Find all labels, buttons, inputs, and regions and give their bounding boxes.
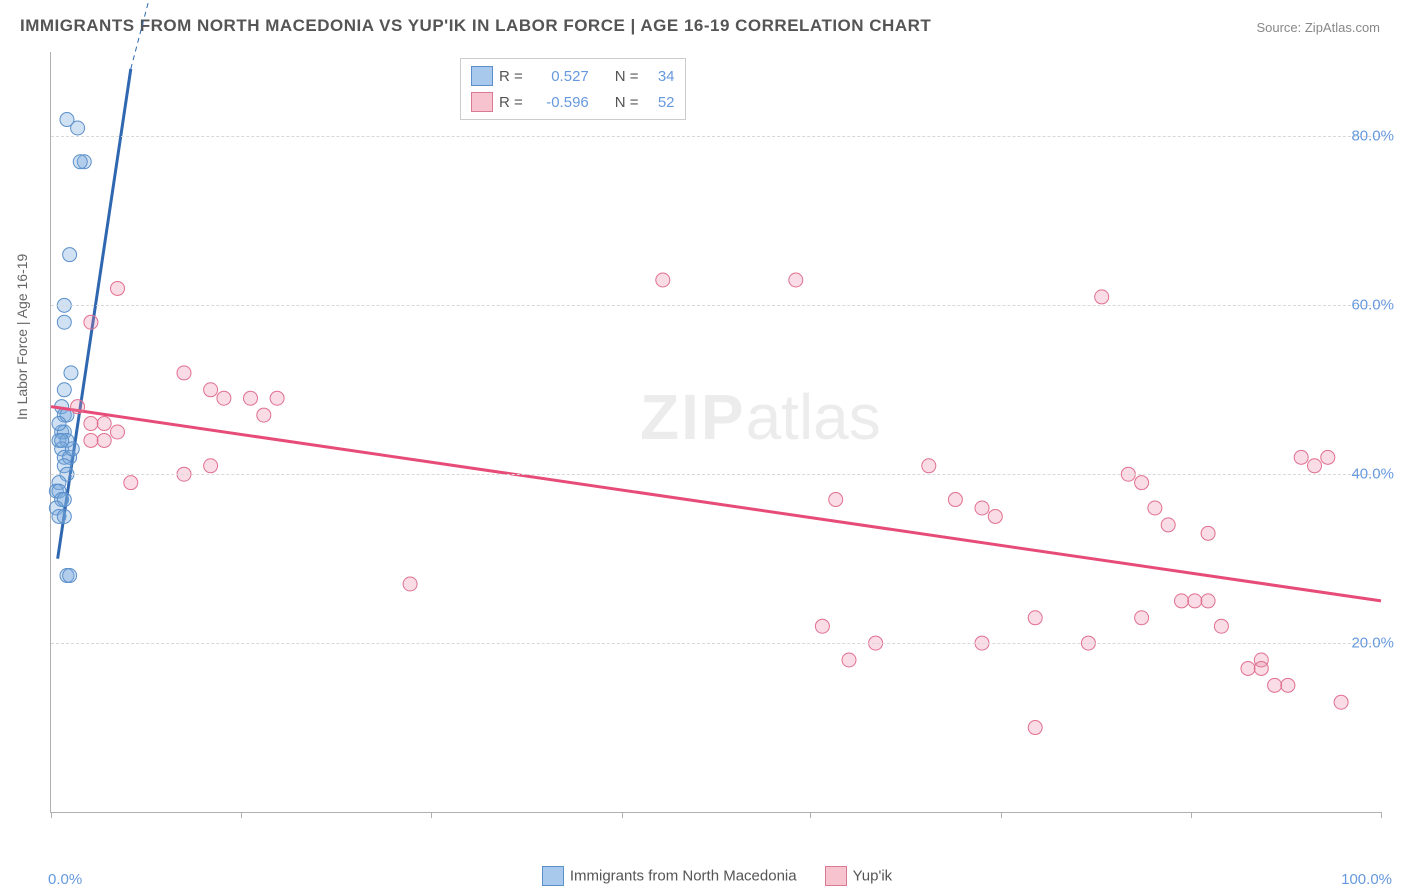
legend-swatch: [471, 92, 493, 112]
legend-stat-row: R = -0.596 N = 52: [471, 89, 675, 115]
r-label: R =: [499, 94, 523, 111]
legend-swatch: [825, 866, 847, 886]
y-axis-label: In Labor Force | Age 16-19: [14, 254, 30, 420]
legend-swatch: [542, 866, 564, 886]
x-axis-min-label: 0.0%: [48, 871, 82, 888]
x-axis-max-label: 100.0%: [1341, 871, 1392, 888]
gridline-horizontal: [51, 136, 1381, 137]
gridline-horizontal: [51, 305, 1381, 306]
x-tick-mark: [431, 812, 432, 818]
x-tick-mark: [1001, 812, 1002, 818]
n-label: N =: [615, 94, 639, 111]
chart-title: IMMIGRANTS FROM NORTH MACEDONIA VS YUP'I…: [20, 16, 931, 36]
n-label: N =: [615, 68, 639, 85]
legend-series-label: Yup'ik: [853, 868, 893, 885]
y-tick-label: 60.0%: [1351, 297, 1394, 314]
legend-stat-row: R = 0.527 N = 34: [471, 63, 675, 89]
y-tick-label: 80.0%: [1351, 128, 1394, 145]
y-tick-label: 20.0%: [1351, 635, 1394, 652]
r-value: 0.527: [529, 68, 589, 85]
legend-series-label: Immigrants from North Macedonia: [570, 868, 797, 885]
n-value: 52: [645, 94, 675, 111]
x-tick-mark: [51, 812, 52, 818]
x-tick-mark: [622, 812, 623, 818]
series-legend: Immigrants from North Macedonia Yup'ik: [0, 866, 1406, 886]
n-value: 34: [645, 68, 675, 85]
gridline-horizontal: [51, 643, 1381, 644]
scatter-chart: [51, 52, 1381, 812]
source-label: Source: ZipAtlas.com: [1256, 20, 1380, 35]
gridline-horizontal: [51, 474, 1381, 475]
correlation-legend: R = 0.527 N = 34 R = -0.596 N = 52: [460, 58, 686, 120]
r-label: R =: [499, 68, 523, 85]
x-tick-mark: [1191, 812, 1192, 818]
y-tick-label: 40.0%: [1351, 466, 1394, 483]
r-value: -0.596: [529, 94, 589, 111]
x-tick-mark: [241, 812, 242, 818]
legend-swatch: [471, 66, 493, 86]
x-tick-mark: [1381, 812, 1382, 818]
plot-area: [50, 52, 1381, 813]
x-tick-mark: [810, 812, 811, 818]
